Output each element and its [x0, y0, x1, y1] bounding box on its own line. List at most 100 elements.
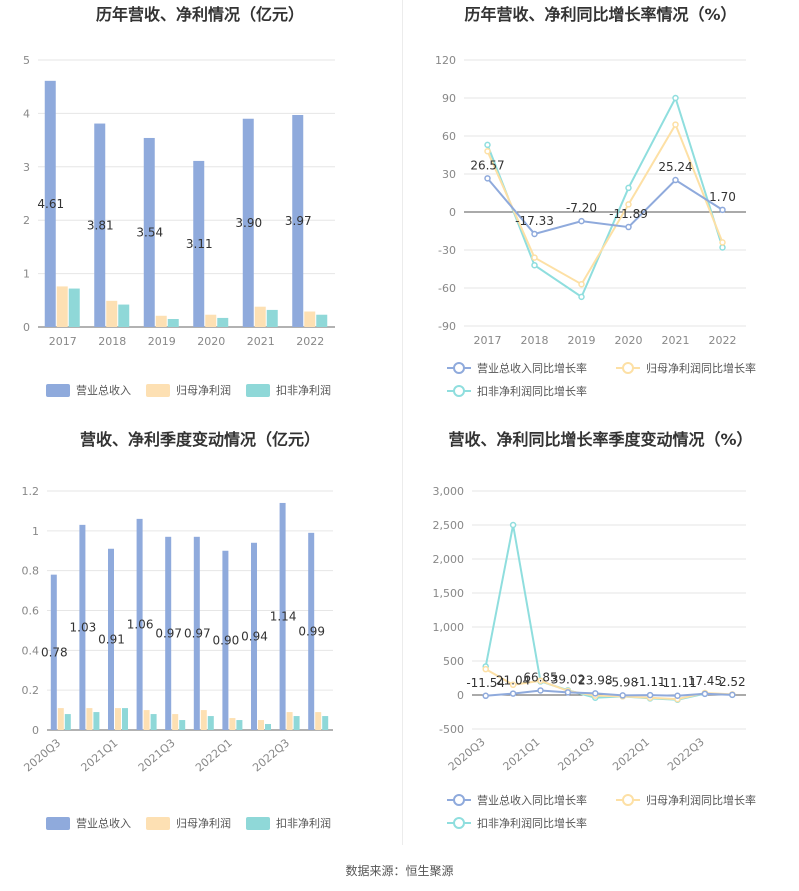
x-tick-label: 2019 [568, 334, 596, 347]
series-point [592, 690, 599, 697]
x-tick-label: 2021 [662, 334, 690, 347]
legend-swatch [146, 817, 170, 830]
x-tick-label: 2020Q3 [21, 736, 63, 774]
bar-parent-profit [205, 314, 217, 327]
panel-divider [402, 0, 403, 845]
bar-data-label: 1.06 [127, 617, 154, 631]
series-line-parent-profit [486, 122, 724, 286]
y-tick-label: 5 [23, 54, 30, 67]
bar-deducted-profit [316, 314, 328, 327]
bar-deducted-profit [118, 304, 130, 327]
x-tick-label: 2022Q1 [610, 735, 652, 773]
legend-label: 扣非净利润 [276, 816, 331, 830]
bar-data-label: 3.11 [186, 237, 213, 251]
bar-parent-profit [229, 718, 236, 730]
x-tick-label: 2022Q3 [665, 735, 707, 773]
point-data-label: -7.20 [566, 201, 597, 215]
x-tick-label: 2018 [98, 335, 126, 348]
legend-label: 营业总收入同比增长率 [477, 361, 587, 375]
legend-circle-marker [622, 362, 634, 374]
bar-data-label: 0.94 [241, 629, 268, 643]
y-tick-label: 0 [32, 724, 39, 737]
bar-data-label: 3.90 [235, 216, 262, 230]
series-point [619, 692, 626, 699]
legend-label: 营业总收入 [76, 816, 131, 830]
point-data-label: 66.85 [523, 670, 557, 684]
series-point [531, 261, 538, 269]
series-point [578, 280, 585, 288]
series-point [509, 681, 517, 689]
series-point [482, 692, 489, 700]
y-tick-label: -500 [439, 723, 464, 736]
point-data-label: -5.98 [607, 675, 638, 689]
chart-title: 营收、净利季度变动情况（亿元） [80, 430, 320, 449]
point-data-label: -17.33 [515, 214, 554, 228]
x-tick-label: 2019 [148, 335, 176, 348]
legend-circle-marker [453, 385, 465, 397]
bar-data-label: 0.99 [298, 624, 325, 638]
series-point [482, 665, 489, 673]
point-data-label: -11.89 [609, 207, 648, 221]
bar-parent-profit [115, 708, 121, 730]
y-tick-label: 0.4 [22, 644, 40, 657]
series-point [537, 677, 544, 684]
y-tick-label: 120 [435, 54, 456, 67]
legend-circle-marker [453, 362, 465, 374]
legend-label: 归母净利润 [176, 383, 231, 397]
series-point [531, 230, 538, 238]
bar-parent-profit [254, 306, 266, 327]
x-tick-label: 2021Q3 [136, 736, 178, 774]
point-data-label: 2.52 [719, 675, 746, 689]
x-tick-label: 2018 [521, 334, 549, 347]
legend-label: 归母净利润 [176, 816, 231, 830]
y-tick-label: 1.2 [22, 485, 40, 498]
bar-deducted-profit [293, 716, 300, 730]
series-point [578, 217, 585, 225]
series-point [578, 293, 585, 301]
point-data-label: -11.54 [466, 676, 505, 690]
series-point [625, 223, 632, 231]
bar-parent-profit [57, 708, 64, 730]
x-tick-label: 2020Q3 [446, 735, 488, 773]
bar-deducted-profit [68, 288, 80, 327]
bar-deducted-profit [179, 720, 186, 730]
bar-data-label: 1.03 [70, 620, 97, 634]
bar-parent-profit [143, 710, 150, 730]
x-tick-label: 2022Q1 [193, 736, 235, 774]
chart-title: 历年营收、净利情况（亿元） [96, 5, 304, 24]
x-tick-label: 2017 [474, 334, 502, 347]
y-tick-label: 2,500 [433, 519, 465, 532]
series-point [719, 244, 726, 251]
bar-deducted-profit [217, 317, 229, 327]
point-data-label: 23.98 [578, 673, 612, 687]
legend-swatch [246, 384, 270, 397]
bar-data-label: 0.91 [98, 632, 125, 646]
series-point [537, 687, 544, 694]
series-point [531, 254, 538, 261]
bar-revenue [292, 115, 304, 327]
x-tick-label: 2021Q3 [555, 735, 597, 773]
y-tick-label: -60 [438, 282, 456, 295]
bar-parent-profit [200, 710, 207, 730]
legend-swatch [246, 817, 270, 830]
x-tick-label: 2017 [49, 335, 77, 348]
legend-circle-marker [453, 817, 465, 829]
x-tick-label: 2022 [296, 335, 324, 348]
legend-label: 归母净利润同比增长率 [646, 793, 756, 807]
legend-circle-marker [622, 794, 634, 806]
y-tick-label: 0 [23, 321, 30, 334]
bar-revenue [44, 80, 56, 328]
legend-label: 扣非净利润同比增长率 [477, 816, 587, 830]
bar-deducted-profit [167, 318, 179, 327]
bar-revenue [79, 524, 86, 730]
bar-revenue [165, 536, 172, 730]
series-point [672, 94, 679, 102]
series-point [674, 692, 681, 700]
bar-parent-profit [258, 720, 264, 730]
series-point [719, 239, 726, 246]
series-point [625, 184, 632, 192]
bar-revenue [50, 574, 57, 730]
bar-revenue [308, 532, 315, 730]
series-point [729, 691, 736, 699]
series-point [701, 690, 709, 698]
